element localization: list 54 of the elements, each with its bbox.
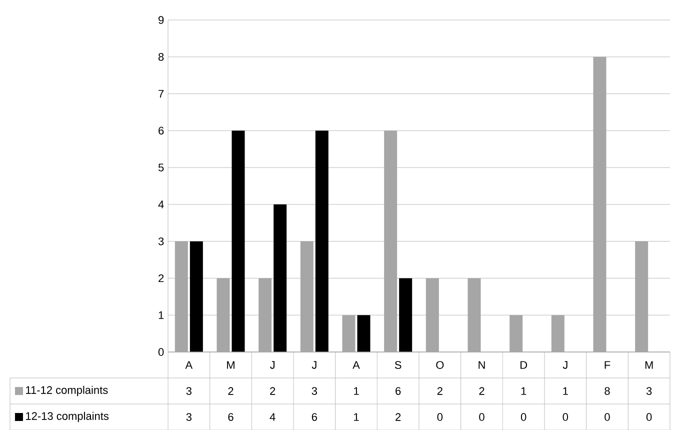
x-tick-label: S (394, 361, 402, 369)
x-tick-label: N (478, 361, 485, 369)
legend-label: 11-12 complaints (26, 386, 108, 396)
data-label: 2 (479, 387, 484, 395)
y-tick-label: 0 (158, 348, 164, 356)
bar (315, 130, 328, 352)
data-label: 0 (520, 413, 526, 421)
bar (232, 130, 245, 352)
x-tick-label: J (562, 361, 568, 369)
data-label: 6 (312, 413, 317, 421)
data-label: 2 (270, 387, 276, 395)
data-label: 0 (479, 413, 484, 421)
y-tick-label: 7 (158, 90, 164, 98)
data-label: 0 (437, 413, 443, 421)
x-tick-label: A (185, 361, 193, 369)
bar (190, 241, 203, 352)
x-tick-label: J (312, 361, 316, 369)
y-tick-label: 8 (158, 53, 164, 61)
data-label: 1 (354, 387, 359, 395)
data-label: 2 (437, 387, 442, 395)
y-tick-label: 5 (158, 164, 164, 172)
data-label: 3 (186, 387, 192, 395)
data-label: 3 (312, 387, 317, 395)
data-label: 1 (563, 387, 568, 395)
x-tick-label: D (520, 361, 528, 369)
data-label: 2 (228, 387, 234, 395)
y-tick-label: 4 (158, 200, 164, 208)
data-label: 0 (646, 413, 652, 421)
x-tick-label: M (227, 361, 234, 369)
data-label: 0 (604, 413, 610, 421)
x-tick-label: F (604, 361, 610, 369)
data-label: 2 (396, 413, 401, 421)
data-label: 6 (396, 387, 401, 395)
legend-label: 12-13 complaints (26, 412, 109, 422)
data-label: 3 (186, 413, 192, 421)
data-label: 4 (270, 413, 276, 421)
data-label: 8 (604, 387, 610, 395)
bar (399, 278, 412, 352)
x-tick-label: J (270, 361, 275, 369)
y-tick-label: 1 (158, 311, 164, 319)
data-label: 1 (354, 413, 359, 421)
y-tick-label: 2 (158, 274, 164, 282)
data-label: 6 (228, 413, 234, 421)
y-tick-label: 6 (158, 126, 164, 135)
y-tick-label: 9 (158, 16, 164, 24)
data-label: 3 (646, 387, 652, 395)
data-label: 1 (521, 387, 526, 395)
x-tick-label: O (436, 361, 444, 369)
data-label: 0 (562, 413, 568, 421)
bar (274, 204, 287, 352)
x-tick-label: M (645, 361, 653, 369)
bar (357, 315, 370, 352)
y-tick-label: 3 (158, 237, 164, 246)
x-tick-label: A (352, 361, 360, 369)
